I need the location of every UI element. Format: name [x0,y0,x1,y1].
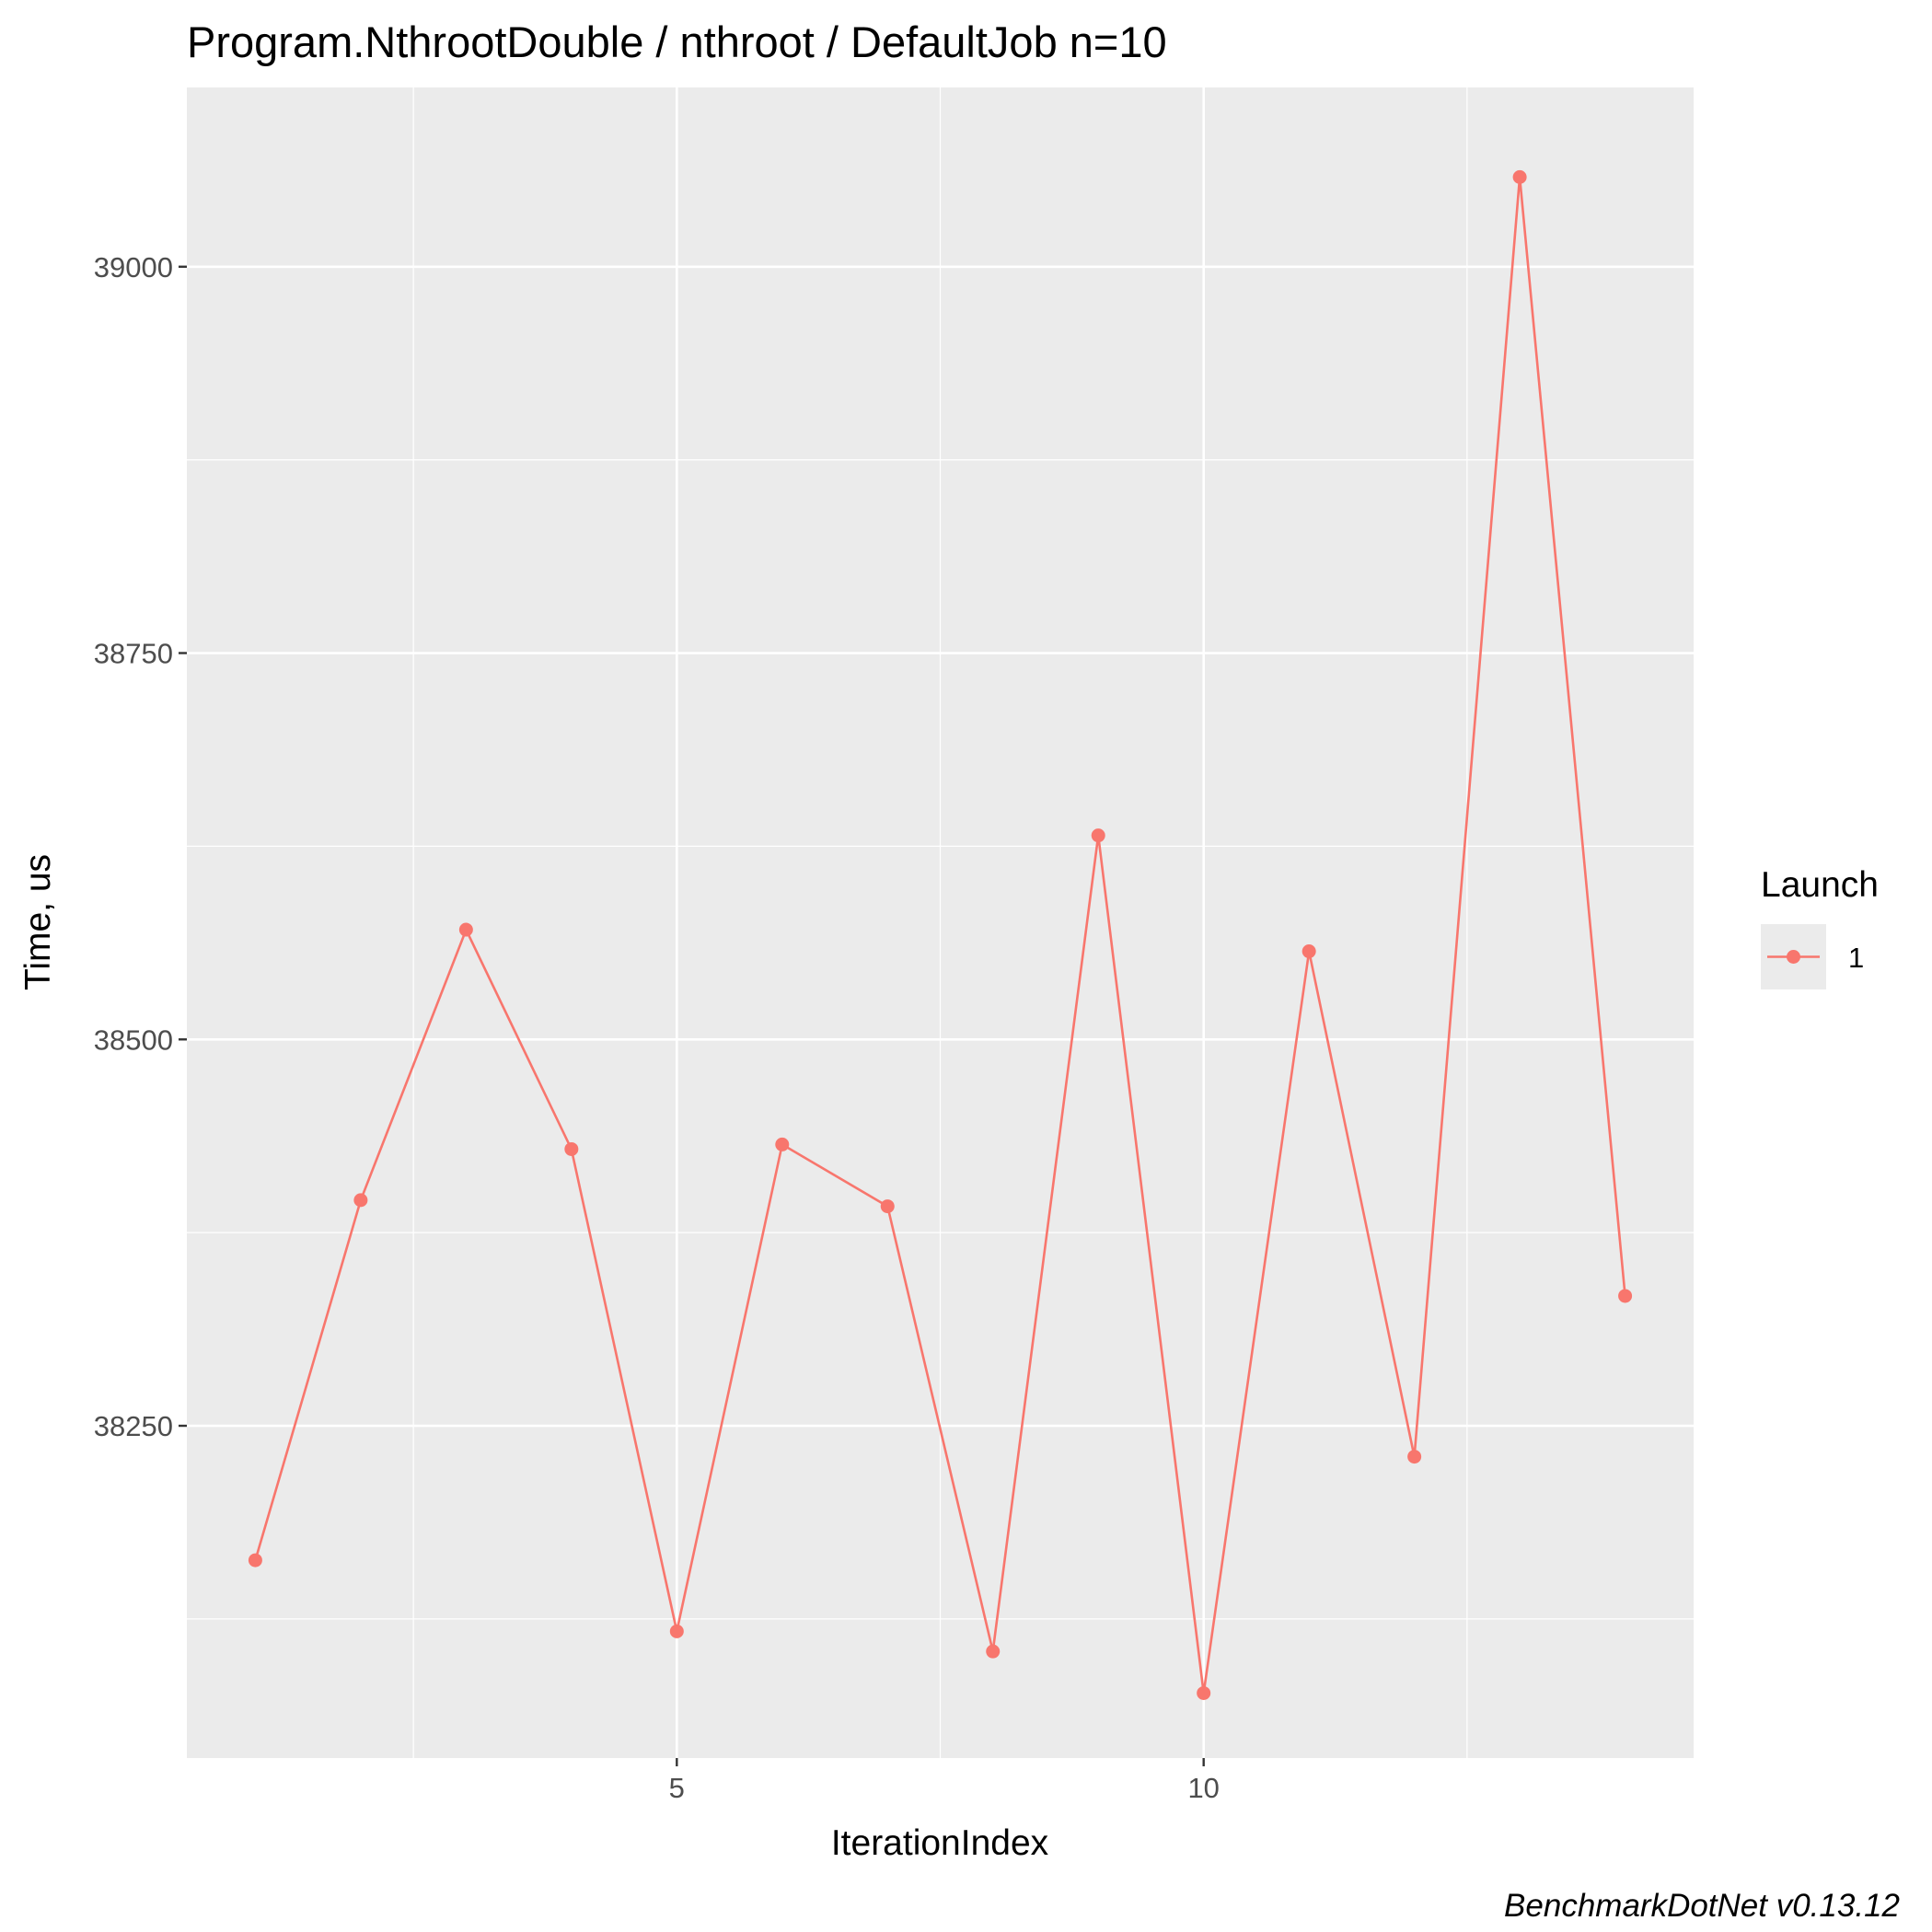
legend-key [1767,950,1820,964]
data-point [880,1199,895,1214]
data-point [1512,169,1527,184]
data-point [564,1141,579,1156]
x-axis-title: IterationIndex [831,1823,1049,1863]
series-layer [248,169,1633,1700]
y-axis-title: Time, us [18,854,58,990]
data-point [1618,1289,1633,1303]
y-tick-label: 38500 [94,1024,173,1056]
chart-title: Program.NthrootDouble / nthroot / Defaul… [187,17,1167,66]
series-line [254,177,1626,1694]
legend-key-point [1787,950,1800,964]
data-point [1301,944,1316,959]
data-point [1407,1450,1422,1464]
legend: Launch 1 [1761,865,1879,989]
data-point [458,922,473,937]
caption: BenchmarkDotNet v0.13.12 [1504,1888,1900,1924]
y-tick-label: 38250 [94,1410,173,1442]
y-tick-label: 38750 [94,638,173,670]
x-tick-label: 10 [1187,1772,1219,1804]
y-axis: 38250 38500 38750 39000 [94,251,187,1442]
legend-label: 1 [1848,942,1864,974]
data-point [986,1644,1001,1659]
legend-title: Launch [1761,865,1879,905]
data-point [775,1137,790,1151]
data-point [669,1624,684,1638]
x-axis: 5 10 [669,1758,1220,1804]
data-point [1197,1685,1211,1700]
data-point [353,1193,368,1208]
x-tick-label: 5 [669,1772,685,1804]
data-point [1091,828,1105,843]
grid-major [187,87,1694,1758]
y-tick-label: 39000 [94,251,173,283]
data-point [248,1553,262,1568]
grid-minor [187,87,1694,1758]
